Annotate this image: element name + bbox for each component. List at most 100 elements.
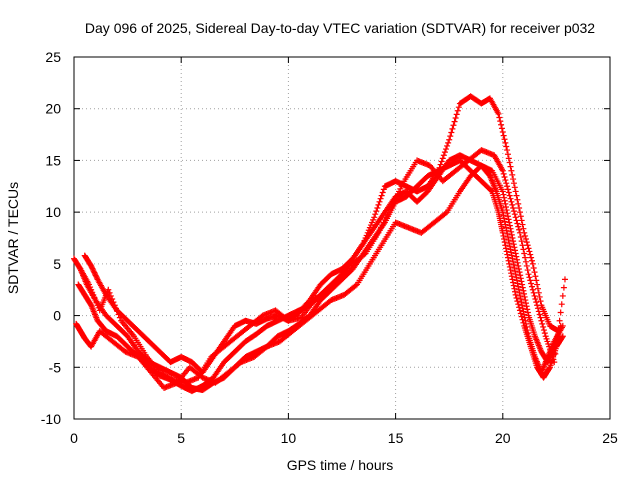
data-point-fill: [111, 302, 118, 309]
data-point-fill: [509, 255, 516, 262]
data-point-fill: [504, 183, 511, 190]
data-point-fill: [508, 270, 515, 277]
data-point-fill: [503, 180, 510, 187]
data-point-fill: [510, 238, 517, 245]
data-point-fill: [447, 133, 454, 140]
data-point-fill: [512, 288, 519, 295]
data-point-fill: [517, 213, 524, 220]
data-point-fill: [93, 273, 100, 280]
data-point: [525, 271, 532, 278]
data-point-fill: [109, 296, 116, 303]
data-point-fill: [538, 317, 545, 324]
data-point-fill: [515, 200, 522, 207]
data-point-fill: [352, 282, 359, 289]
data-point-fill: [501, 239, 508, 246]
data-point-fill: [90, 266, 97, 273]
data-point-fill: [510, 241, 517, 248]
data-point-fill: [527, 277, 534, 284]
data-point-fill: [504, 213, 511, 220]
data-point-fill: [513, 192, 520, 199]
data-point: [88, 262, 95, 269]
data-point-fill: [500, 191, 507, 198]
data-point-fill: [528, 254, 535, 261]
data-point-fill: [373, 208, 380, 215]
data-point-fill: [558, 301, 565, 308]
x-tick-label: 5: [177, 430, 185, 446]
data-point-fill: [438, 158, 445, 165]
data-point-fill: [517, 292, 524, 299]
data-point-fill: [441, 149, 448, 156]
data-point-fill: [504, 254, 511, 261]
data-point-fill: [520, 287, 527, 294]
data-point: [506, 240, 513, 247]
data-point-fill: [513, 274, 520, 281]
data-point-fill: [507, 195, 514, 202]
data-point-fill: [529, 286, 536, 293]
data-point-fill: [508, 228, 515, 235]
data-point-fill: [510, 176, 517, 183]
data-point-fill: [535, 289, 542, 296]
data-point-fill: [376, 198, 383, 205]
data-point-fill: [517, 275, 524, 282]
data-point-fill: [514, 196, 521, 203]
y-axis: -10 -5 0 5 10 15 20 25: [41, 49, 610, 427]
data-point-fill: [501, 215, 508, 222]
data-point-fill: [534, 305, 541, 312]
data-point-fill: [518, 217, 525, 224]
data-point-fill: [522, 232, 529, 239]
data-point: [512, 250, 519, 257]
data-point-fill: [518, 299, 525, 306]
data-point-fill: [507, 246, 514, 253]
data-point-fill: [525, 245, 532, 252]
data-point-fill: [505, 237, 512, 244]
data-point-fill: [90, 268, 97, 275]
data-point-fill: [502, 200, 509, 207]
data-point-fill: [520, 225, 527, 232]
data-point-fill: [515, 283, 522, 290]
data-point-fill: [528, 257, 535, 264]
data-point-fill: [497, 118, 504, 125]
data-point-fill: [445, 139, 452, 146]
y-axis-label: SDTVAR / TECUs: [5, 182, 21, 294]
data-point-fill: [522, 258, 529, 265]
data-point-fill: [451, 118, 458, 125]
data-point-fill: [507, 163, 514, 170]
data-point-fill: [506, 159, 513, 166]
data-point-fill: [514, 280, 521, 287]
data-point-fill: [513, 256, 520, 263]
data-point-fill: [534, 281, 541, 288]
data-point-fill: [530, 289, 537, 296]
data-point-fill: [557, 309, 564, 316]
data-point-fill: [521, 311, 528, 318]
data-point-fill: [536, 293, 543, 300]
data-point-fill: [511, 264, 518, 271]
data-point-fill: [502, 242, 509, 249]
data-point-fill: [524, 242, 531, 249]
x-tick-label: 25: [602, 430, 618, 446]
data-point-fill: [510, 279, 517, 286]
data-point-fill: [520, 246, 527, 253]
data-point-fill: [501, 194, 508, 201]
data-point-fill: [546, 365, 553, 372]
data-point-fill: [523, 303, 530, 310]
data-point-fill: [372, 211, 379, 218]
data-point-fill: [504, 230, 511, 237]
data-point-fill: [106, 289, 113, 296]
data-point-fill: [512, 268, 519, 275]
data-point: [499, 188, 506, 195]
data-point-fill: [531, 269, 538, 276]
data-point-fill: [532, 296, 539, 303]
data-point: [534, 302, 541, 309]
y-tick-label: 15: [45, 152, 61, 168]
data-point-fill: [521, 293, 528, 300]
data-point-fill: [520, 308, 527, 315]
data-point-fill: [440, 152, 447, 159]
data-point-fill: [540, 327, 547, 334]
data-point-fill: [508, 249, 515, 256]
data-point-fill: [515, 301, 522, 308]
data-point-fill: [521, 314, 528, 321]
data-point-fill: [453, 111, 460, 118]
data-point-fill: [506, 263, 513, 270]
data-point-fill: [513, 253, 520, 260]
data-point-fill: [530, 264, 537, 271]
